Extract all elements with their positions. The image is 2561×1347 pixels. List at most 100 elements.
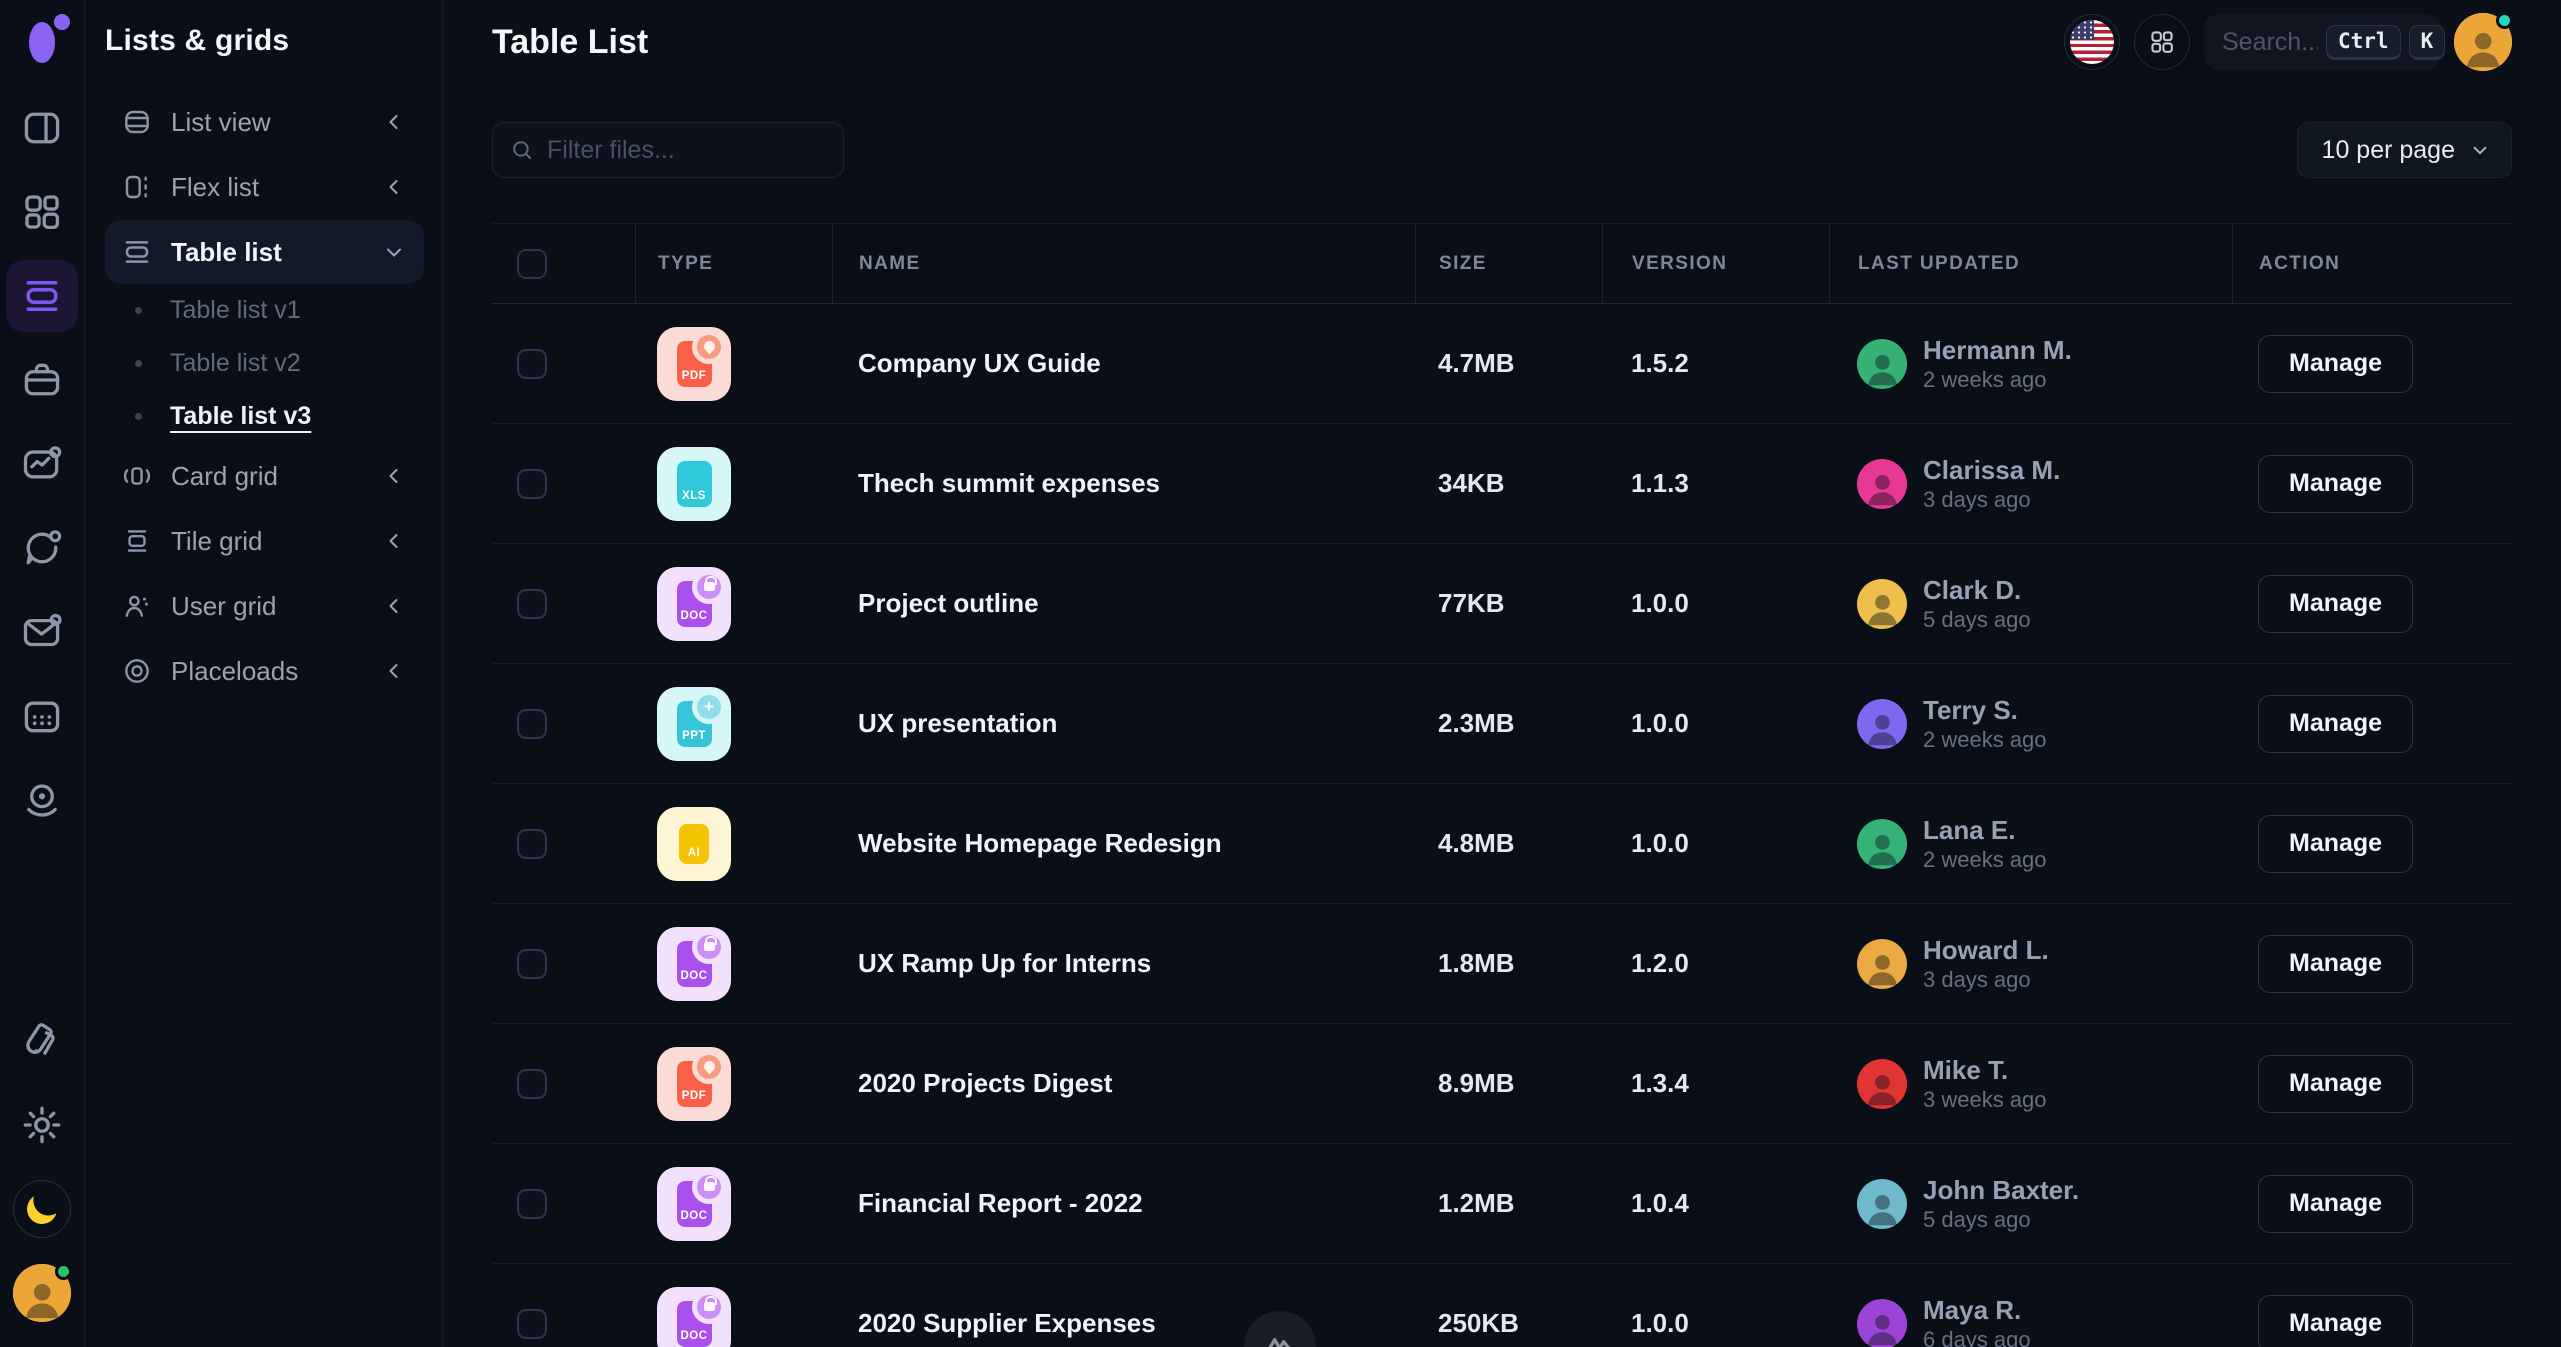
manage-button[interactable]: Manage xyxy=(2258,1054,2414,1113)
file-version: 1.0.4 xyxy=(1631,1188,1689,1218)
manage-button[interactable]: Manage xyxy=(2258,814,2414,873)
sidebar-item-icon xyxy=(127,530,147,552)
sidebar-item[interactable]: List view xyxy=(105,90,424,154)
column-header-version: VERSION xyxy=(1602,223,1829,304)
files-table: TYPE NAME SIZE VERSION LAST UPDATED ACTI… xyxy=(492,223,2512,1347)
person-icon xyxy=(1867,954,1897,985)
user-name: Maya R. xyxy=(1923,1295,2022,1326)
sidebar-item-label: Placeloads xyxy=(171,655,299,686)
sidebar-item[interactable]: Table list xyxy=(105,220,424,284)
row-checkbox[interactable] xyxy=(517,468,547,499)
search-input[interactable] xyxy=(2222,27,2318,57)
person-icon xyxy=(1867,714,1897,745)
manage-button[interactable]: Manage xyxy=(2258,934,2414,993)
rail-nav-top xyxy=(0,86,85,842)
bullet-icon xyxy=(135,360,142,367)
chevron-left-icon xyxy=(389,599,398,613)
user-menu-avatar[interactable] xyxy=(2454,12,2513,71)
file-type-icon: DOC + xyxy=(657,1286,731,1347)
file-type-icon: PPT + xyxy=(657,686,731,761)
language-button[interactable] xyxy=(2064,14,2120,70)
user-name: Terry S. xyxy=(1923,695,2018,726)
avatar xyxy=(1857,698,1907,749)
rail-nav-bottom xyxy=(0,999,85,1335)
sidebar-title: Lists & grids xyxy=(105,24,290,57)
file-type-icon: PDF + xyxy=(657,1046,731,1121)
sidebar-item-label: List view xyxy=(171,106,271,137)
webcam-icon[interactable] xyxy=(6,764,78,836)
global-search[interactable]: Ctrl K xyxy=(2204,14,2446,70)
manage-button[interactable]: Manage xyxy=(2258,334,2414,393)
sidebar-subitem-label: Table list v3 xyxy=(170,402,312,430)
manage-button[interactable]: Manage xyxy=(2258,454,2414,513)
dark-mode-toggle[interactable] xyxy=(13,1180,71,1238)
sidebar-item[interactable]: Flex list xyxy=(105,155,424,219)
sidebar-item[interactable]: Tile grid xyxy=(105,509,424,573)
sidebar-item[interactable]: Card grid xyxy=(105,444,424,508)
user-name: Howard L. xyxy=(1923,935,2049,966)
table-row: XLS + Thech summit expenses 34KB 1.1.3 xyxy=(492,424,2512,544)
updated-time: 2 weeks ago xyxy=(1923,366,2047,392)
per-page-select[interactable]: 10 per page xyxy=(2296,122,2512,178)
table-list-icon[interactable] xyxy=(6,260,78,332)
design-widgets-icon[interactable] xyxy=(6,1005,78,1077)
user-name: John Baxter. xyxy=(1923,1175,2080,1206)
table-body: PDF + Company UX Guide 4.7MB 1.5.2 xyxy=(492,304,2512,1347)
sidebar-item[interactable]: User grid xyxy=(105,574,424,638)
panel-toggle-icon[interactable] xyxy=(6,92,78,164)
rail-user-avatar[interactable] xyxy=(13,1263,72,1322)
row-checkbox[interactable] xyxy=(517,588,547,619)
calendar-icon[interactable] xyxy=(6,680,78,752)
apps-icon[interactable] xyxy=(6,176,78,248)
table-row: PDF + Company UX Guide 4.7MB 1.5.2 xyxy=(492,304,2512,424)
sidebar-item-label: Card grid xyxy=(171,460,278,491)
row-checkbox[interactable] xyxy=(517,348,547,379)
messages-icon[interactable] xyxy=(6,512,78,584)
main-content: Table List Ctrl K xyxy=(443,0,2561,1347)
sidebar-subitem[interactable]: Table list v3 xyxy=(105,390,424,443)
table-row: DOC + 2020 Supplier Expenses 250KB 1.0.0 xyxy=(492,1264,2512,1347)
sidebar-subitem[interactable]: Table list v1 xyxy=(105,284,424,337)
person-icon xyxy=(1867,354,1897,385)
sidebar-item-label: User grid xyxy=(171,590,277,621)
droplet-badge-icon xyxy=(697,334,721,359)
sidebar-subitem[interactable]: Table list v2 xyxy=(105,337,424,390)
row-checkbox[interactable] xyxy=(517,1308,547,1339)
mountain-logo-icon xyxy=(1264,1337,1296,1347)
table-row: PPT + UX presentation 2.3MB 1.0.0 xyxy=(492,664,2512,784)
row-checkbox[interactable] xyxy=(517,1068,547,1099)
manage-button[interactable]: Manage xyxy=(2258,574,2414,633)
file-version: 1.3.4 xyxy=(1631,1068,1689,1098)
activity-icon[interactable] xyxy=(6,428,78,500)
kbd-k: K xyxy=(2408,24,2446,60)
column-header-type: TYPE xyxy=(635,223,832,304)
mail-icon[interactable] xyxy=(6,596,78,668)
select-all-checkbox[interactable] xyxy=(517,248,547,279)
row-checkbox[interactable] xyxy=(517,708,547,739)
row-checkbox[interactable] xyxy=(517,1188,547,1219)
sidebar-item[interactable]: Placeloads xyxy=(105,639,424,703)
row-checkbox[interactable] xyxy=(517,948,547,979)
avatar xyxy=(1857,458,1907,509)
projects-icon[interactable] xyxy=(6,344,78,416)
manage-button[interactable]: Manage xyxy=(2258,694,2414,753)
table-row: AI + Website Homepage Redesign 4.8MB 1.0… xyxy=(492,784,2512,904)
app-logo[interactable] xyxy=(18,14,70,66)
avatar xyxy=(1857,338,1907,389)
file-size: 34KB xyxy=(1438,468,1505,498)
file-name: Company UX Guide xyxy=(858,348,1101,378)
settings-icon[interactable] xyxy=(6,1089,78,1161)
lock-badge-icon xyxy=(697,1294,721,1319)
apps-menu-button[interactable] xyxy=(2134,14,2190,70)
lock-badge-icon xyxy=(697,1174,721,1199)
filter-input[interactable] xyxy=(547,135,869,165)
plus-badge-icon: + xyxy=(697,694,721,719)
row-checkbox[interactable] xyxy=(517,828,547,859)
per-page-value: 10 per page xyxy=(2321,135,2455,164)
manage-button[interactable]: Manage xyxy=(2258,1174,2414,1233)
manage-button[interactable]: Manage xyxy=(2258,1294,2414,1347)
filter-box[interactable] xyxy=(492,122,869,178)
file-type-icon: XLS + xyxy=(657,446,731,521)
column-header-action: ACTION xyxy=(2232,223,2511,304)
file-size: 1.8MB xyxy=(1438,948,1515,978)
